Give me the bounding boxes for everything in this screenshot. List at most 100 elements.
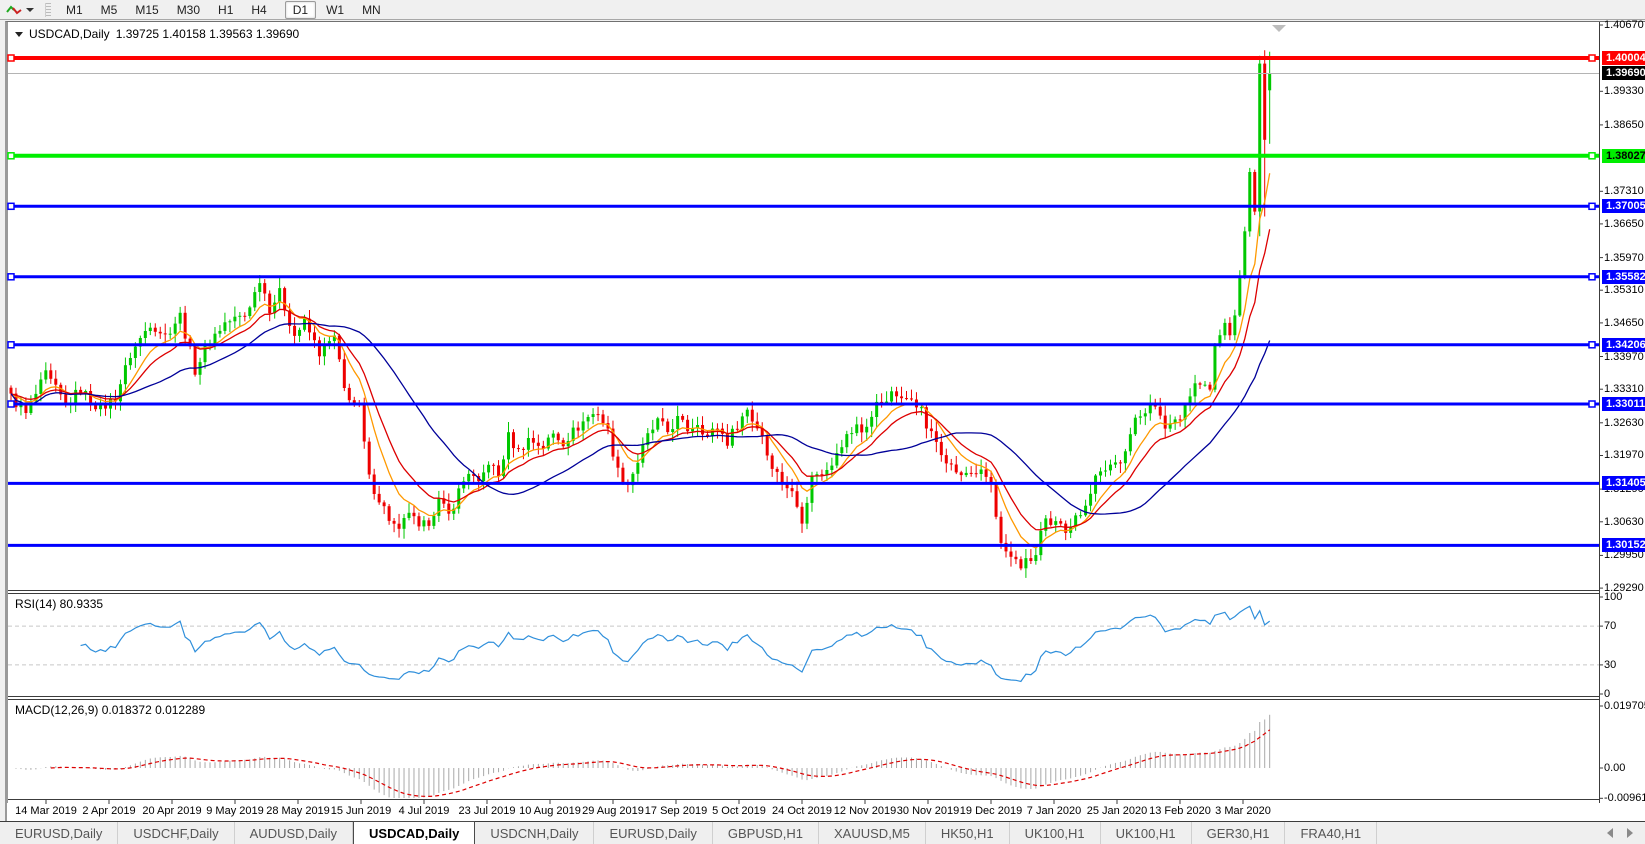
x-axis-date: 10 Aug 2019 — [519, 805, 581, 817]
chart-tab-fra40-h1[interactable]: FRA40,H1 — [1285, 822, 1378, 844]
timeframe-button-m15[interactable]: M15 — [135, 2, 159, 17]
chart-tab-hk50-h1[interactable]: HK50,H1 — [926, 822, 1010, 844]
symbol-ohlc-values: 1.39725 1.40158 1.39563 1.39690 — [115, 27, 300, 41]
chart-window: USDCAD,Daily 1.39725 1.40158 1.39563 1.3… — [5, 19, 1645, 821]
rsi-macd-separator[interactable] — [8, 696, 1600, 697]
tab-scroll-controls — [1595, 822, 1645, 844]
timeframe-button-d1[interactable]: D1 — [284, 0, 317, 19]
rsi-axis-tick: 70 — [1604, 620, 1617, 633]
indicator-arrows-icon — [6, 5, 22, 14]
chart-shift-marker-icon[interactable] — [1272, 25, 1286, 32]
hline-handle[interactable] — [7, 202, 15, 211]
price-axis-tick: 1.35970 — [1604, 251, 1644, 264]
chart-tab-bar: EURUSD,Daily USDCHF,Daily AUDUSD,Daily USDC… — [0, 821, 1645, 844]
timeframe-button-w1[interactable]: W1 — [326, 2, 345, 17]
x-axis-date: 14 Mar 2019 — [15, 805, 77, 817]
macd-axis-tick: 0.00 — [1604, 762, 1626, 774]
chart-tab-usdcnh-daily[interactable]: USDCNH,Daily — [475, 822, 595, 844]
hline-handle[interactable] — [7, 273, 15, 281]
chart-tab-ger30-h1[interactable]: GER30,H1 — [1192, 822, 1286, 844]
chart-tab-audusd-daily[interactable]: AUDUSD,Daily — [235, 822, 354, 844]
hline-handle[interactable] — [1588, 202, 1596, 211]
chart-symbol-title[interactable]: USDCAD,Daily 1.39725 1.40158 1.39563 1.3… — [15, 27, 299, 41]
price-chart-canvas[interactable] — [7, 22, 1645, 821]
macd-signal-line — [50, 729, 1271, 798]
hline-handle[interactable] — [7, 341, 15, 349]
hline-handle[interactable] — [7, 152, 15, 160]
price-axis-tick: 1.30630 — [1604, 515, 1644, 528]
timeframe-button-mn[interactable]: MN — [362, 2, 381, 17]
price-level-badge-1.35582[interactable]: 1.35582 — [1602, 269, 1645, 284]
x-axis-date: 5 Oct 2019 — [712, 805, 766, 817]
symbol-name: USDCAD,Daily — [29, 27, 110, 41]
hline-handle[interactable] — [7, 400, 15, 408]
price-axis-tick: 1.33970 — [1604, 350, 1644, 363]
chart-tools-icon[interactable] — [3, 2, 37, 18]
chart-tab-uk100-h1[interactable]: UK100,H1 — [1010, 822, 1101, 844]
ma-fast-line — [10, 173, 1271, 549]
ma-slow-line — [10, 322, 1271, 515]
macd-histogram — [15, 714, 1271, 798]
price-axis-tick: 1.33310 — [1604, 383, 1644, 396]
chevron-down-icon — [26, 7, 34, 12]
price-axis-tick: 1.39330 — [1604, 85, 1644, 98]
price-axis-tick: 1.40670 — [1604, 19, 1644, 31]
collapse-triangle-icon — [15, 32, 23, 37]
rsi-axis-tick: 30 — [1604, 658, 1617, 671]
hline-handle[interactable] — [7, 54, 15, 62]
hline-handle[interactable] — [1588, 54, 1596, 62]
x-axis-date: 17 Sep 2019 — [644, 805, 708, 817]
price-level-badge-1.30152[interactable]: 1.30152 — [1602, 538, 1645, 553]
timeframe-button-h4[interactable]: H4 — [251, 2, 267, 17]
main-rsi-separator[interactable] — [8, 590, 1600, 591]
price-axis-tick: 1.34650 — [1604, 316, 1644, 329]
rsi-axis-tick: 100 — [1604, 591, 1623, 603]
x-axis-date: 24 Oct 2019 — [772, 805, 832, 817]
chart-tab-usdchf-daily[interactable]: USDCHF,Daily — [118, 822, 235, 844]
price-axis-tick: 1.36650 — [1604, 217, 1644, 230]
timeframe-button-m30[interactable]: M30 — [176, 2, 201, 17]
candlestick-series — [9, 50, 1272, 578]
price-level-badge-1.40004[interactable]: 1.40004 — [1602, 50, 1645, 65]
tab-scroll-left-icon[interactable] — [1607, 828, 1613, 838]
price-level-badge-1.37005[interactable]: 1.37005 — [1602, 199, 1645, 214]
hline-handle[interactable] — [1588, 152, 1596, 160]
x-axis-date: 23 Jul 2019 — [458, 805, 516, 817]
hline-handle[interactable] — [1588, 400, 1596, 408]
toolbar-drag-handle[interactable] — [45, 2, 51, 17]
current-price-badge: 1.39690 — [1602, 66, 1645, 81]
hline-handle[interactable] — [1588, 341, 1596, 349]
hline-handle[interactable] — [1588, 273, 1596, 281]
x-axis-date: 25 Jan 2020 — [1086, 805, 1148, 817]
price-axis-tick: 1.38650 — [1604, 118, 1644, 131]
chart-tab-xauusd-m5[interactable]: XAUUSD,M5 — [819, 822, 926, 844]
price-level-badge-1.33011[interactable]: 1.33011 — [1602, 396, 1645, 411]
price-axis-tick: 1.37310 — [1604, 185, 1644, 198]
price-axis-tick: 1.29290 — [1604, 582, 1644, 595]
chart-tab-gbpusd-h1[interactable]: GBPUSD,H1 — [713, 822, 820, 844]
x-axis-date: 20 Apr 2019 — [142, 805, 202, 817]
timeframe-button-m1[interactable]: M1 — [66, 2, 83, 17]
chart-tab-uk100-h1[interactable]: UK100,H1 — [1101, 822, 1192, 844]
x-axis-date: 2 Apr 2019 — [82, 805, 136, 817]
timeframe-toolbar: M1 M5 M15 M30 H1 H4 D1 W1 MN — [0, 0, 1645, 20]
x-axis-date: 3 Mar 2020 — [1215, 805, 1271, 817]
x-axis-date: 4 Jul 2019 — [398, 805, 450, 817]
price-axis-tick: 1.31970 — [1604, 449, 1644, 462]
price-level-badge-1.31405[interactable]: 1.31405 — [1602, 476, 1645, 491]
rsi-axis-tick: 0 — [1604, 688, 1611, 700]
price-level-badge-1.38027[interactable]: 1.38027 — [1602, 148, 1645, 163]
chart-tab-eurusd-daily[interactable]: EURUSD,Daily — [594, 822, 713, 844]
tab-scroll-right-icon[interactable] — [1627, 828, 1633, 838]
x-axis-date: 28 May 2019 — [266, 805, 330, 817]
chart-tab-eurusd-daily[interactable]: EURUSD,Daily — [0, 822, 119, 844]
timeframe-button-m5[interactable]: M5 — [100, 2, 118, 17]
price-level-badge-1.34206[interactable]: 1.34206 — [1602, 337, 1645, 352]
price-axis-tick: 1.29950 — [1604, 549, 1644, 562]
timeframe-button-h1[interactable]: H1 — [218, 2, 234, 17]
chart-tab-usdcad-daily[interactable]: USDCAD,Daily — [353, 821, 476, 844]
rsi-line — [80, 605, 1271, 683]
macd-axis-tick: 0.019705 — [1604, 699, 1645, 712]
x-axis-date: 29 Aug 2019 — [582, 805, 644, 817]
